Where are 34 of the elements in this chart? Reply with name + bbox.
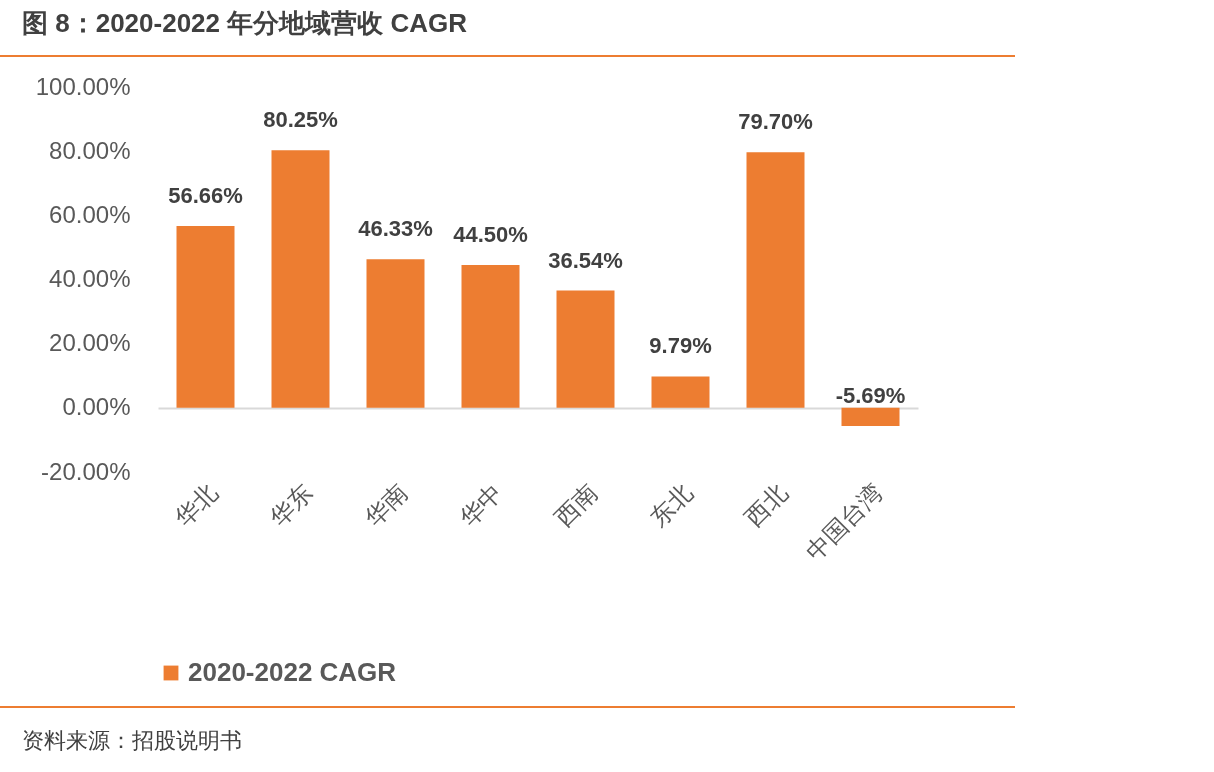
bar	[841, 407, 900, 427]
y-tick-label: 0.00%	[62, 393, 131, 421]
data-label: 79.70%	[738, 109, 813, 135]
data-label: 44.50%	[453, 222, 528, 248]
bar	[651, 376, 710, 408]
data-label: 56.66%	[168, 183, 243, 209]
x-tick-label: 中国台湾	[800, 478, 888, 566]
y-tick-label: 80.00%	[49, 136, 131, 164]
bar	[556, 290, 615, 408]
x-tick-label: 华北	[169, 478, 223, 532]
x-tick-label: 东北	[644, 478, 698, 532]
data-label: -5.69%	[835, 383, 906, 409]
bar	[746, 152, 805, 408]
y-tick-label: 60.00%	[49, 200, 131, 228]
bar	[271, 150, 330, 408]
y-tick-label: 100.00%	[35, 72, 131, 100]
y-tick-label: 20.00%	[49, 329, 131, 357]
data-label: 46.33%	[358, 216, 433, 242]
x-tick-label: 华南	[359, 478, 413, 532]
y-tick-label: -20.00%	[41, 457, 131, 485]
x-tick-label: 华中	[454, 478, 508, 532]
y-tick-label: 40.00%	[49, 265, 131, 292]
x-tick-label: 西南	[549, 478, 603, 532]
legend-label: 2020-2022 CAGR	[188, 657, 397, 687]
data-label: 9.79%	[649, 333, 712, 359]
text: 资料来源：招股说明书	[22, 727, 242, 755]
x-tick-label: 华东	[264, 478, 318, 532]
chart-title: 图 8：2020-2022 年分地域营收 CAGR	[22, 7, 468, 40]
bar	[366, 259, 425, 408]
data-label: 36.54%	[548, 247, 623, 273]
bar	[176, 226, 235, 408]
data-label: 80.25%	[263, 107, 338, 133]
x-tick-label: 西北	[739, 478, 793, 532]
bar	[461, 265, 520, 408]
